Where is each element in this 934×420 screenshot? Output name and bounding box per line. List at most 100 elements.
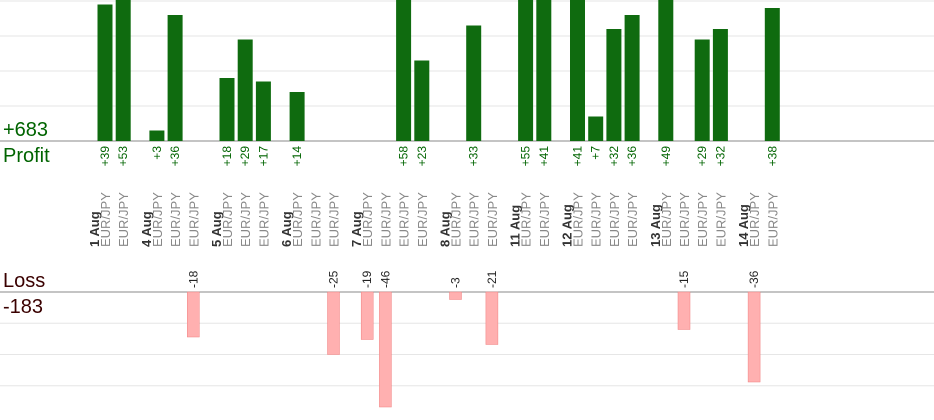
loss-total: -183 (3, 296, 44, 318)
pair-label: EUR/JPY (449, 192, 464, 247)
profit-value-label: +53 (116, 146, 130, 167)
loss-value-label: -25 (327, 270, 341, 288)
profit-bar (624, 15, 640, 141)
loss-label: Loss (3, 270, 46, 292)
profit-bar (694, 39, 710, 141)
pair-label: EUR/JPY (186, 192, 201, 247)
loss-value-label: -19 (360, 270, 374, 288)
pair-label: EUR/JPY (415, 192, 430, 247)
pair-label: EUR/JPY (607, 192, 622, 247)
pair-label: EUR/JPY (397, 192, 412, 247)
loss-value-label: -21 (485, 270, 499, 288)
loss-value-label: -3 (449, 277, 463, 288)
pair-label: EUR/JPY (519, 192, 534, 247)
pair-label: EUR/JPY (290, 192, 305, 247)
loss-bar (379, 291, 392, 408)
day-label: 6 Aug (279, 211, 294, 247)
pair-label: EUR/JPY (713, 192, 728, 247)
profit-value-label: +41 (537, 146, 551, 167)
loss-bar (360, 291, 374, 340)
profit-bar (289, 92, 305, 141)
profit-value-label: +18 (220, 146, 234, 167)
pair-label: EUR/JPY (308, 192, 323, 247)
profit-bar (414, 60, 430, 141)
profit-value-label: +33 (467, 146, 481, 167)
day-label: 14 Aug (736, 204, 751, 247)
loss-value-label: -18 (186, 270, 200, 288)
profit-bar (115, 0, 131, 141)
profit-value-label: +32 (713, 146, 727, 167)
profit-value-label: +58 (397, 146, 411, 167)
pair-label: EUR/JPY (168, 192, 183, 247)
profit-bar (606, 29, 622, 141)
profit-bar (764, 8, 780, 141)
loss-bar (187, 291, 200, 338)
pair-label: EUR/JPY (571, 192, 586, 247)
loss-bar (449, 291, 462, 300)
loss-bar (677, 291, 691, 330)
day-label: 12 Aug (560, 204, 575, 247)
pair-label: EUR/JPY (677, 192, 692, 247)
profit-bar (588, 116, 604, 141)
profit-bar (149, 130, 165, 141)
day-label: 8 Aug (438, 211, 453, 247)
profit-bar (712, 29, 728, 141)
pair-label: EUR/JPY (116, 192, 131, 247)
profit-value-label: +55 (519, 146, 533, 167)
pair-label: EUR/JPY (327, 192, 342, 247)
pair-label: EUR/JPY (659, 192, 674, 247)
profit-bar (570, 0, 585, 141)
pair-label: EUR/JPY (747, 192, 762, 247)
pair-label: EUR/JPY (256, 192, 271, 247)
loss-bar (327, 291, 340, 355)
pair-label: EUR/JPY (485, 192, 500, 247)
pair-label: EUR/JPY (695, 192, 710, 247)
pair-label: EUR/JPY (765, 192, 780, 247)
day-label: 7 Aug (349, 211, 364, 247)
pair-label: EUR/JPY (625, 192, 640, 247)
day-label: 1 Aug (87, 211, 102, 247)
profit-bar (518, 0, 534, 141)
profit-bar (466, 25, 482, 141)
day-label: 4 Aug (139, 211, 154, 247)
loss-bar (485, 291, 499, 345)
loss-value-label: -15 (677, 270, 691, 288)
profit-value-label: +17 (256, 146, 270, 167)
profit-value-label: +49 (659, 146, 673, 167)
profit-value-label: +41 (571, 146, 585, 167)
profit-value-label: +36 (625, 146, 639, 167)
profit-bar (219, 78, 235, 141)
profit-bar (237, 39, 253, 141)
pair-label: EUR/JPY (537, 192, 552, 247)
pair-label: EUR/JPY (220, 192, 235, 247)
profit-value-label: +29 (238, 146, 252, 167)
pair-label: EUR/JPY (150, 192, 165, 247)
profit-value-label: +3 (150, 146, 164, 160)
pair-label: EUR/JPY (467, 192, 482, 247)
profit-label: Profit (3, 145, 50, 167)
pair-label: EUR/JPY (589, 192, 604, 247)
profit-value-label: +29 (695, 146, 709, 167)
profit-bar (167, 15, 183, 141)
pair-label: EUR/JPY (238, 192, 253, 247)
profit-value-label: +23 (415, 146, 429, 167)
profit-value-label: +36 (168, 146, 182, 167)
profit-value-label: +32 (607, 146, 621, 167)
profit-total: +683 (3, 119, 49, 141)
profit-value-label: +39 (98, 146, 112, 167)
loss-value-label: -36 (747, 270, 761, 288)
day-label: 5 Aug (209, 211, 224, 247)
day-label: 11 Aug (508, 205, 523, 247)
pair-label: EUR/JPY (98, 192, 113, 247)
pair-label: EUR/JPY (378, 192, 393, 247)
profit-value-label: +38 (765, 146, 779, 167)
profit-bar (658, 0, 674, 141)
loss-bar (747, 291, 761, 383)
profit-bar (536, 0, 552, 141)
profit-bar (255, 81, 271, 141)
profit-value-label: +7 (589, 146, 603, 160)
day-label: 13 Aug (648, 204, 663, 247)
profit-value-label: +14 (290, 146, 304, 167)
loss-value-label: -46 (378, 270, 392, 288)
